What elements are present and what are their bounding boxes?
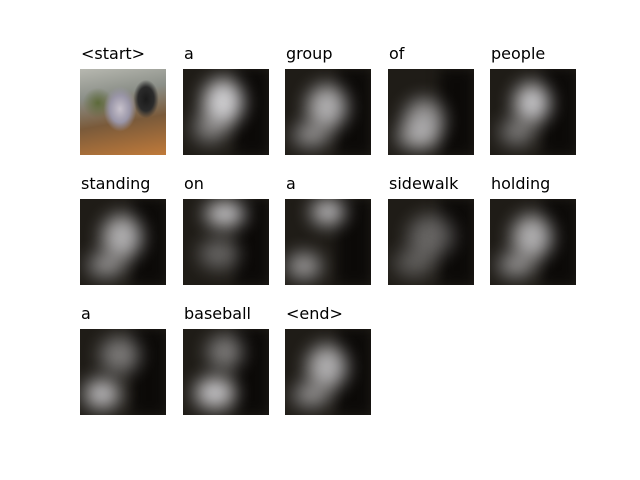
attention-highlight bbox=[88, 253, 124, 277]
token-cell: standing bbox=[80, 174, 166, 285]
attention-highlight bbox=[205, 201, 245, 227]
token-cell: of bbox=[388, 44, 474, 155]
attention-highlight bbox=[100, 337, 140, 373]
attention-map bbox=[388, 69, 474, 155]
token-caption: a bbox=[285, 171, 371, 199]
attention-highlight bbox=[394, 249, 434, 277]
token-cell: group bbox=[285, 44, 371, 155]
token-caption: <start> bbox=[80, 41, 166, 69]
token-caption: baseball bbox=[183, 301, 269, 329]
attention-highlight bbox=[500, 119, 534, 145]
token-caption: of bbox=[388, 41, 474, 69]
token-label: a bbox=[286, 174, 303, 198]
attention-highlight bbox=[195, 377, 235, 409]
token-label: a bbox=[81, 304, 98, 328]
token-label: standing bbox=[81, 174, 158, 198]
token-label: people bbox=[491, 44, 553, 68]
original-image bbox=[80, 69, 166, 155]
attention-map bbox=[285, 69, 371, 155]
token-cell: on bbox=[183, 174, 269, 285]
token-label: baseball bbox=[184, 304, 258, 328]
attention-map bbox=[490, 69, 576, 155]
token-cell: a bbox=[285, 174, 371, 285]
attention-highlight bbox=[84, 379, 120, 409]
token-caption: people bbox=[490, 41, 576, 69]
attention-highlight bbox=[311, 199, 345, 225]
attention-highlight bbox=[514, 83, 550, 123]
attention-map bbox=[285, 329, 371, 415]
token-label: sidewalk bbox=[389, 174, 466, 198]
token-caption: holding bbox=[490, 171, 576, 199]
attention-highlight bbox=[307, 345, 347, 389]
scene-shading bbox=[440, 69, 474, 155]
token-caption: on bbox=[183, 171, 269, 199]
token-label: <end> bbox=[286, 304, 350, 328]
attention-highlight bbox=[293, 123, 329, 147]
attention-highlight bbox=[193, 113, 227, 143]
token-label: of bbox=[389, 44, 412, 68]
attention-highlight bbox=[287, 253, 321, 279]
token-label: on bbox=[184, 174, 211, 198]
attention-map bbox=[183, 69, 269, 155]
token-caption: <end> bbox=[285, 301, 371, 329]
token-cell: people bbox=[490, 44, 576, 155]
attention-map bbox=[285, 199, 371, 285]
scene-shading bbox=[132, 329, 166, 415]
token-cell: baseball bbox=[183, 304, 269, 415]
attention-highlight bbox=[102, 215, 142, 259]
attention-map bbox=[183, 199, 269, 285]
attention-highlight bbox=[207, 335, 243, 369]
token-label: <start> bbox=[81, 44, 153, 68]
attention-highlight bbox=[199, 239, 239, 269]
token-cell: a bbox=[80, 304, 166, 415]
token-label: holding bbox=[491, 174, 558, 198]
attention-highlight bbox=[307, 85, 347, 129]
token-caption: a bbox=[80, 301, 166, 329]
token-cell: sidewalk bbox=[388, 174, 474, 285]
token-caption: a bbox=[183, 41, 269, 69]
token-cell: holding bbox=[490, 174, 576, 285]
token-caption: sidewalk bbox=[388, 171, 474, 199]
attention-highlight bbox=[396, 125, 436, 149]
attention-highlight bbox=[293, 383, 329, 407]
attention-highlight bbox=[498, 253, 534, 277]
token-cell: <end> bbox=[285, 304, 371, 415]
attention-map bbox=[80, 199, 166, 285]
token-label: a bbox=[184, 44, 201, 68]
token-cell: a bbox=[183, 44, 269, 155]
attention-map bbox=[490, 199, 576, 285]
token-label: group bbox=[286, 44, 340, 68]
attention-map bbox=[183, 329, 269, 415]
token-caption: standing bbox=[80, 171, 166, 199]
token-cell: <start> bbox=[80, 44, 166, 155]
token-caption: group bbox=[285, 41, 371, 69]
attention-highlight bbox=[512, 215, 552, 259]
attention-map bbox=[80, 329, 166, 415]
attention-map bbox=[388, 199, 474, 285]
